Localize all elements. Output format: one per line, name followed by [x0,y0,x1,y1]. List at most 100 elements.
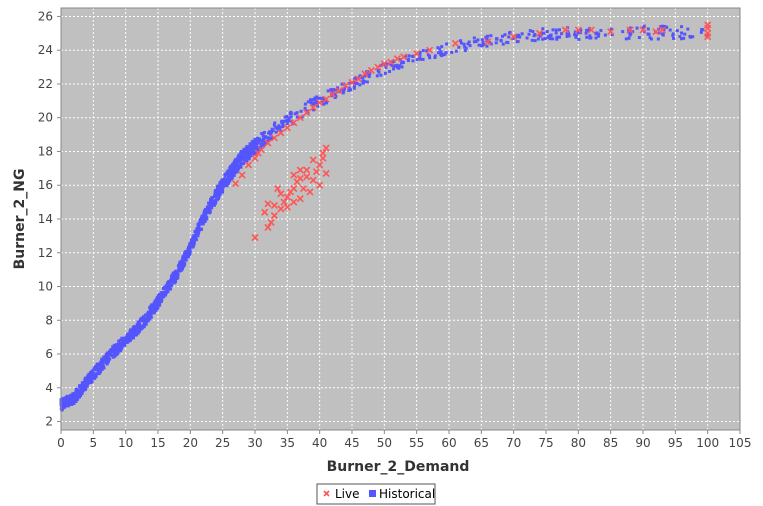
historical-point [117,339,121,343]
historical-point [219,180,223,184]
historical-point [251,140,255,144]
historical-point [353,81,357,85]
x-tick-label: 55 [409,436,424,450]
historical-point [141,319,145,323]
legend: Live Historical [316,483,436,505]
historical-point [557,28,561,32]
historical-point [132,333,136,337]
historical-point [155,302,159,306]
historical-point [322,96,326,100]
historical-point [209,198,213,202]
x-tick-label: 75 [538,436,553,450]
historical-point [554,31,558,35]
live-point [426,46,434,54]
historical-point [629,26,633,30]
historical-point [80,388,84,392]
historical-point [123,338,127,342]
historical-point [271,129,275,133]
historical-point [342,89,346,93]
historical-point [96,371,100,375]
historical-point [635,26,639,30]
historical-point [128,339,132,343]
live-point [283,193,291,201]
historical-point [143,317,147,321]
historical-point [108,353,112,357]
x-tick-label: 0 [57,436,65,450]
historical-point [98,368,102,372]
historical-point [196,223,200,227]
historical-point [474,39,478,43]
historical-point [547,34,551,38]
historical-point [183,253,187,257]
historical-point [236,167,240,171]
historical-point [78,384,82,388]
historical-point [146,319,150,323]
historical-point [646,32,650,36]
historical-point [164,284,168,288]
historical-point [287,116,291,120]
historical-point [545,30,549,34]
historical-point [154,307,158,311]
historical-point [241,162,245,166]
historical-point [675,29,679,33]
historical-point [263,139,267,143]
historical-point [539,31,543,35]
historical-point [172,281,176,285]
historical-point [347,89,351,93]
historical-point [224,183,228,187]
historical-point [392,64,396,68]
historical-point [102,359,106,363]
historical-point [533,39,537,43]
historical-point [541,37,545,41]
historical-point [122,341,126,345]
historical-point [156,299,160,303]
historical-point [218,191,222,195]
historical-point [162,295,166,299]
historical-point [127,332,131,336]
x-tick-label: 95 [668,436,683,450]
historical-point [157,292,161,296]
historical-point [671,32,675,36]
historical-point [122,340,126,344]
historical-point [143,318,147,322]
historical-point [151,307,155,311]
historical-point [418,56,422,60]
historical-point [245,145,249,149]
historical-point [66,398,70,402]
historical-point [252,145,256,149]
live-point [264,200,272,208]
historical-point [361,76,365,80]
historical-point [248,143,252,147]
live-point [244,161,253,169]
historical-point [168,280,172,284]
historical-point [277,124,281,128]
historical-point [390,60,394,64]
live-point [561,26,569,34]
historical-point [119,338,123,342]
historical-point [213,194,217,198]
historical-point [224,177,228,181]
historical-point [594,32,598,36]
historical-point [518,35,522,39]
historical-point [263,135,267,139]
historical-point [467,40,471,44]
historical-point [436,46,440,50]
historical-point [137,326,141,330]
live-point [238,171,246,179]
historical-point [363,74,367,78]
x-tick-label: 100 [696,436,719,450]
historical-point [589,36,593,40]
live-point [329,90,337,98]
historical-point [139,325,143,329]
legend-historical-label: Historical [379,487,435,501]
historical-point [278,129,282,133]
historical-point [199,227,203,231]
historical-point [75,396,79,400]
historical-point [144,313,148,317]
historical-point [133,328,137,332]
historical-point [72,402,76,406]
historical-point [84,376,88,380]
live-point [267,218,275,226]
historical-point [249,154,253,158]
historical-point [421,49,425,53]
